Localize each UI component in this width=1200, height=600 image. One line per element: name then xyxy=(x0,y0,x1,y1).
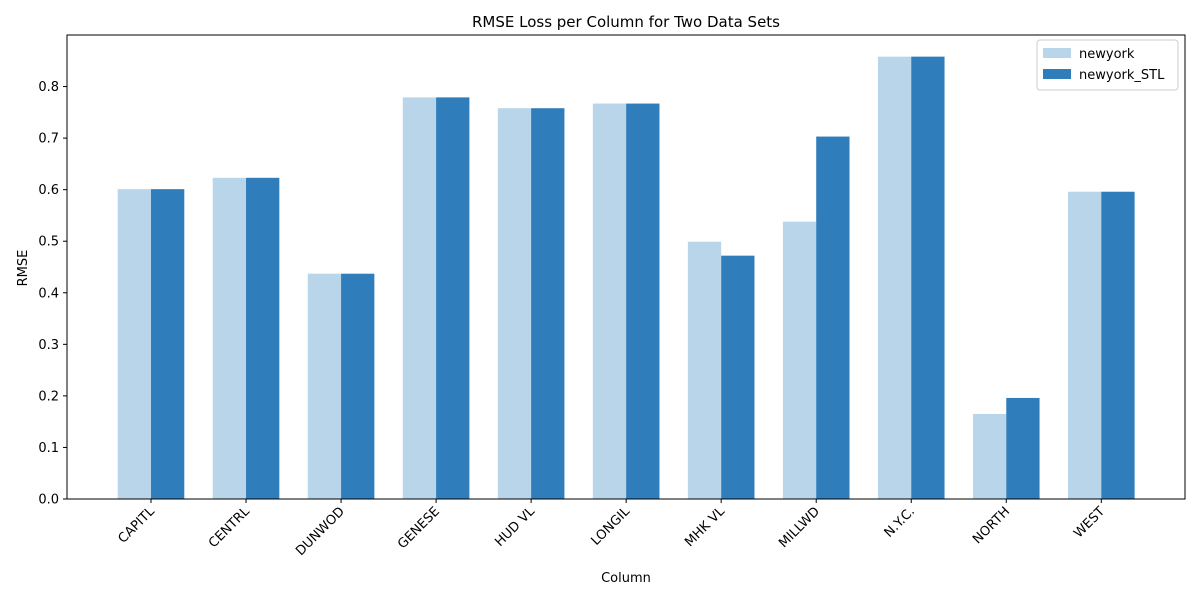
chart-title: RMSE Loss per Column for Two Data Sets xyxy=(472,13,780,31)
bar-newyork-0 xyxy=(117,189,151,499)
bar-newyork-6 xyxy=(687,241,722,500)
x-tick-label: MILLWD xyxy=(776,504,823,551)
legend-label: newyork_STL xyxy=(1079,68,1165,83)
y-tick-label: 0.8 xyxy=(38,80,59,95)
x-tick-label: CAPITL xyxy=(116,504,159,547)
bars-layer xyxy=(117,56,1135,500)
bar-newyork-9 xyxy=(972,413,1007,499)
y-tick-label: 0.1 xyxy=(38,441,59,456)
y-tick-label: 0.3 xyxy=(38,338,59,353)
bar-newyork-5 xyxy=(592,103,627,499)
bar-newyork-stl-5 xyxy=(626,103,660,499)
x-tick-label: LONGIL xyxy=(589,504,634,549)
legend-swatch xyxy=(1043,48,1071,58)
bar-newyork-stl-9 xyxy=(1006,397,1040,499)
x-tick-label: CENTRL xyxy=(206,504,253,551)
bar-newyork-8 xyxy=(877,56,912,500)
bar-newyork-stl-0 xyxy=(151,189,185,499)
y-tick-label: 0.7 xyxy=(38,132,59,147)
y-tick-label: 0.2 xyxy=(38,389,59,404)
bar-newyork-stl-3 xyxy=(436,97,470,499)
legend-box xyxy=(1036,39,1179,91)
bar-newyork-stl-8 xyxy=(911,56,945,500)
x-tick-label: DUNWOD xyxy=(293,504,348,559)
x-tick-label: WEST xyxy=(1071,504,1108,541)
bar-newyork-2 xyxy=(307,273,342,499)
bar-newyork-stl-10 xyxy=(1101,191,1135,500)
x-tick-label: HUD VL xyxy=(492,504,538,550)
bar-newyork-4 xyxy=(497,108,532,500)
legend: newyork newyork_STL xyxy=(1036,39,1179,91)
y-axis-label: RMSE xyxy=(16,250,31,287)
bar-newyork-stl-2 xyxy=(341,273,375,499)
y-tick-label: 0.4 xyxy=(38,286,59,301)
bar-newyork-10 xyxy=(1068,191,1102,500)
y-tick-label: 0.0 xyxy=(38,493,59,508)
legend-swatch xyxy=(1043,69,1071,79)
x-tick-label: N.Y.C. xyxy=(882,504,918,540)
x-tick-label: GENESE xyxy=(395,504,443,552)
x-axis-label: Column xyxy=(601,571,651,586)
legend-label: newyork xyxy=(1079,47,1135,62)
bar-newyork-7 xyxy=(782,221,817,499)
bar-newyork-stl-6 xyxy=(721,255,755,499)
y-tick-label: 0.6 xyxy=(38,183,59,198)
bar-newyork-stl-1 xyxy=(246,177,280,499)
x-tick-label: NORTH xyxy=(970,504,1013,547)
bar-newyork-1 xyxy=(212,177,247,499)
bar-newyork-stl-4 xyxy=(531,108,565,500)
bar-newyork-stl-7 xyxy=(816,136,850,499)
x-tick-label: MHK VL xyxy=(682,504,728,550)
y-tick-label: 0.5 xyxy=(38,235,59,250)
bar-newyork-3 xyxy=(402,97,437,499)
